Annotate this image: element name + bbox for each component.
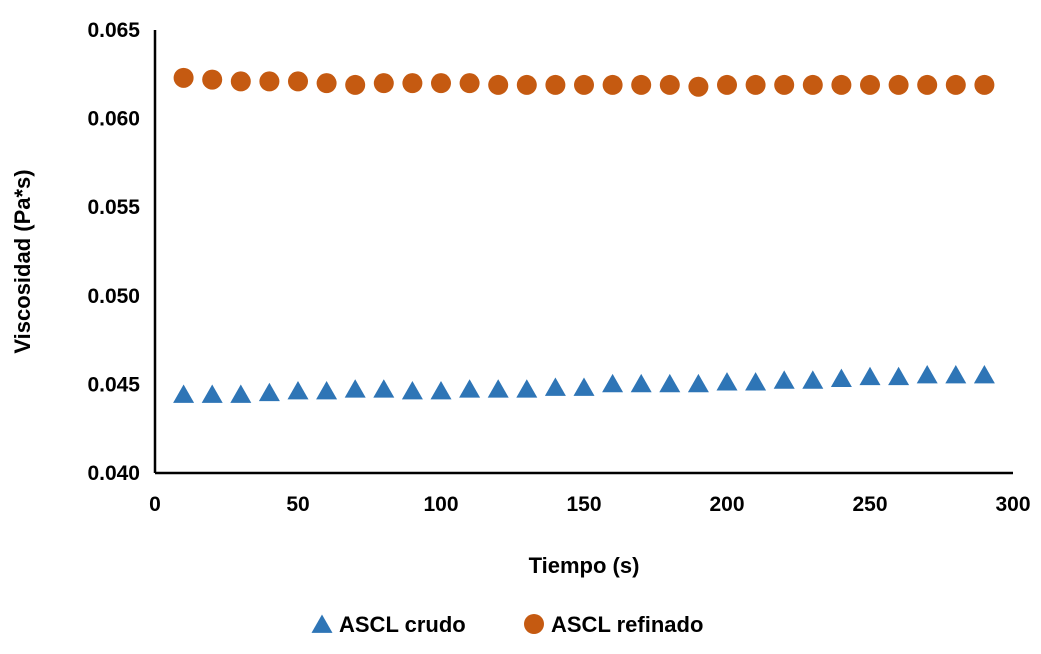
data-point (830, 368, 852, 387)
x-tick-label: 150 (566, 493, 601, 516)
data-point (259, 71, 280, 92)
data-point (344, 379, 366, 398)
x-tick-label: 200 (709, 493, 744, 516)
plot-area (173, 67, 995, 403)
data-point (373, 379, 395, 398)
legend-marker-triangle (311, 614, 333, 633)
data-point (602, 373, 624, 393)
legend-marker-circle (524, 614, 544, 634)
y-tick-label: 0.060 (87, 108, 140, 131)
data-point (201, 384, 223, 403)
data-point (459, 73, 480, 94)
data-point (745, 372, 767, 391)
data-point (859, 366, 881, 386)
series-triangle (173, 365, 995, 403)
data-point (574, 74, 594, 95)
x-tick-label: 300 (995, 493, 1030, 516)
data-point (345, 74, 366, 95)
data-point (573, 377, 595, 396)
data-point (316, 380, 338, 400)
y-axis-title: Viscosidad (Pa*s) (10, 169, 35, 353)
data-point (802, 74, 823, 95)
data-point (831, 74, 852, 95)
data-point (288, 71, 308, 92)
data-point (488, 74, 509, 95)
data-point (202, 69, 223, 90)
data-point (688, 76, 709, 97)
data-point (544, 377, 566, 396)
x-tick-label: 50 (286, 493, 309, 516)
data-point (659, 373, 681, 393)
data-point (717, 74, 737, 95)
x-tick-label: 100 (423, 493, 458, 516)
data-point (860, 74, 880, 95)
y-tick-label: 0.055 (87, 196, 140, 219)
y-tick-label: 0.050 (87, 285, 140, 308)
data-point (316, 73, 337, 94)
data-point (373, 73, 394, 94)
data-point (945, 365, 967, 384)
data-point (173, 67, 194, 88)
data-point (630, 373, 652, 393)
data-point (745, 74, 766, 95)
data-point (287, 380, 309, 400)
data-point (773, 370, 795, 389)
x-tick-label: 250 (852, 493, 887, 516)
data-point (258, 382, 280, 402)
data-point (430, 380, 452, 400)
data-point (631, 74, 652, 95)
data-point (230, 71, 251, 92)
x-tick-labels: 0 50 100 150 200 250 300 (149, 493, 1030, 516)
y-tick-labels: 0.040 0.045 0.050 0.055 0.060 0.065 (87, 19, 140, 485)
data-point (230, 384, 252, 403)
series-circle (173, 67, 995, 97)
data-point (401, 380, 423, 400)
legend-label: ASCL refinado (551, 612, 703, 637)
data-point (516, 74, 537, 95)
x-axis-title: Tiempo (s) (529, 553, 640, 578)
data-point (602, 74, 623, 95)
data-point (545, 74, 566, 95)
data-point (917, 74, 938, 95)
data-point (459, 379, 481, 398)
data-point (916, 365, 938, 384)
data-point (888, 74, 909, 95)
y-tick-label: 0.065 (87, 19, 140, 42)
data-point (431, 73, 451, 94)
data-point (402, 73, 423, 94)
data-point (173, 384, 195, 403)
y-tick-label: 0.045 (87, 373, 140, 396)
x-tick-label: 0 (149, 493, 161, 516)
data-point (973, 365, 995, 384)
data-point (716, 372, 738, 391)
data-point (945, 74, 966, 95)
data-point (687, 373, 709, 393)
data-point (974, 74, 995, 95)
data-point (802, 370, 824, 389)
y-tick-label: 0.040 (87, 462, 140, 485)
legend: ASCL crudo ASCL refinado (311, 612, 703, 637)
legend-label: ASCL crudo (339, 612, 466, 637)
data-point (774, 74, 795, 95)
data-point (888, 366, 910, 386)
data-point (487, 379, 509, 398)
data-point (659, 74, 680, 95)
data-point (516, 379, 538, 398)
